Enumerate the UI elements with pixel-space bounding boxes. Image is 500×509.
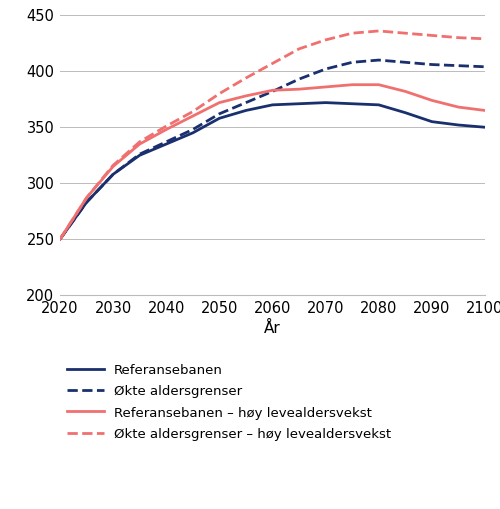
- Økte aldersgrenser: [243, 100, 249, 106]
- Økte aldersgrenser: [136, 151, 142, 157]
- Referansebanen: [270, 102, 276, 108]
- Økte aldersgrenser: [429, 62, 435, 68]
- Økte aldersgrenser – høy levealdersvekst: [402, 30, 408, 36]
- Økte aldersgrenser – høy levealdersvekst: [296, 46, 302, 52]
- Referansebanen: [216, 115, 222, 121]
- Økte aldersgrenser: [482, 64, 488, 70]
- Økte aldersgrenser – høy levealdersvekst: [429, 33, 435, 39]
- X-axis label: År: År: [264, 321, 281, 336]
- Referansebanen – høy levealdersvekst: [84, 195, 89, 201]
- Referansebanen: [136, 152, 142, 158]
- Referansebanen – høy levealdersvekst: [456, 104, 462, 110]
- Økte aldersgrenser – høy levealdersvekst: [57, 236, 63, 242]
- Økte aldersgrenser: [270, 89, 276, 95]
- Økte aldersgrenser – høy levealdersvekst: [216, 91, 222, 97]
- Referansebanen – høy levealdersvekst: [296, 86, 302, 92]
- Økte aldersgrenser – høy levealdersvekst: [84, 195, 89, 201]
- Økte aldersgrenser – høy levealdersvekst: [270, 61, 276, 67]
- Økte aldersgrenser – høy levealdersvekst: [136, 139, 142, 145]
- Referansebanen – høy levealdersvekst: [190, 113, 196, 119]
- Økte aldersgrenser – høy levealdersvekst: [482, 36, 488, 42]
- Referansebanen – høy levealdersvekst: [243, 93, 249, 99]
- Referansebanen: [402, 109, 408, 116]
- Line: Økte aldersgrenser – høy levealdersvekst: Økte aldersgrenser – høy levealdersvekst: [60, 31, 485, 239]
- Økte aldersgrenser – høy levealdersvekst: [110, 162, 116, 168]
- Økte aldersgrenser: [110, 171, 116, 177]
- Referansebanen – høy levealdersvekst: [402, 89, 408, 95]
- Referansebanen: [482, 124, 488, 130]
- Referansebanen: [429, 119, 435, 125]
- Referansebanen: [243, 107, 249, 114]
- Referansebanen – høy levealdersvekst: [429, 97, 435, 103]
- Line: Økte aldersgrenser: Økte aldersgrenser: [60, 60, 485, 239]
- Referansebanen – høy levealdersvekst: [349, 81, 355, 88]
- Økte aldersgrenser – høy levealdersvekst: [163, 123, 169, 129]
- Referansebanen – høy levealdersvekst: [136, 141, 142, 147]
- Referansebanen – høy levealdersvekst: [163, 126, 169, 132]
- Referansebanen: [190, 130, 196, 136]
- Referansebanen: [456, 122, 462, 128]
- Referansebanen: [376, 102, 382, 108]
- Referansebanen: [57, 236, 63, 242]
- Legend: Referansebanen, Økte aldersgrenser, Referansebanen – høy levealdersvekst, Økte a: Referansebanen, Økte aldersgrenser, Refe…: [66, 363, 391, 441]
- Økte aldersgrenser: [190, 126, 196, 132]
- Line: Referansebanen: Referansebanen: [60, 103, 485, 239]
- Referansebanen – høy levealdersvekst: [322, 84, 328, 90]
- Økte aldersgrenser – høy levealdersvekst: [322, 37, 328, 43]
- Økte aldersgrenser: [349, 59, 355, 65]
- Økte aldersgrenser: [402, 59, 408, 65]
- Referansebanen – høy levealdersvekst: [57, 236, 63, 242]
- Referansebanen: [84, 199, 89, 205]
- Økte aldersgrenser: [216, 111, 222, 117]
- Økte aldersgrenser: [322, 66, 328, 72]
- Line: Referansebanen – høy levealdersvekst: Referansebanen – høy levealdersvekst: [60, 84, 485, 239]
- Økte aldersgrenser – høy levealdersvekst: [456, 35, 462, 41]
- Økte aldersgrenser – høy levealdersvekst: [190, 108, 196, 115]
- Økte aldersgrenser: [296, 76, 302, 82]
- Referansebanen – høy levealdersvekst: [376, 81, 382, 88]
- Referansebanen: [163, 141, 169, 147]
- Økte aldersgrenser: [163, 139, 169, 145]
- Referansebanen: [296, 101, 302, 107]
- Referansebanen: [349, 101, 355, 107]
- Økte aldersgrenser – høy levealdersvekst: [349, 30, 355, 36]
- Økte aldersgrenser: [57, 236, 63, 242]
- Referansebanen – høy levealdersvekst: [482, 107, 488, 114]
- Referansebanen: [110, 171, 116, 177]
- Økte aldersgrenser – høy levealdersvekst: [376, 28, 382, 34]
- Økte aldersgrenser – høy levealdersvekst: [243, 75, 249, 81]
- Økte aldersgrenser: [456, 63, 462, 69]
- Referansebanen: [322, 100, 328, 106]
- Referansebanen – høy levealdersvekst: [270, 87, 276, 93]
- Økte aldersgrenser: [376, 57, 382, 63]
- Økte aldersgrenser: [84, 199, 89, 205]
- Referansebanen – høy levealdersvekst: [216, 100, 222, 106]
- Referansebanen – høy levealdersvekst: [110, 163, 116, 169]
